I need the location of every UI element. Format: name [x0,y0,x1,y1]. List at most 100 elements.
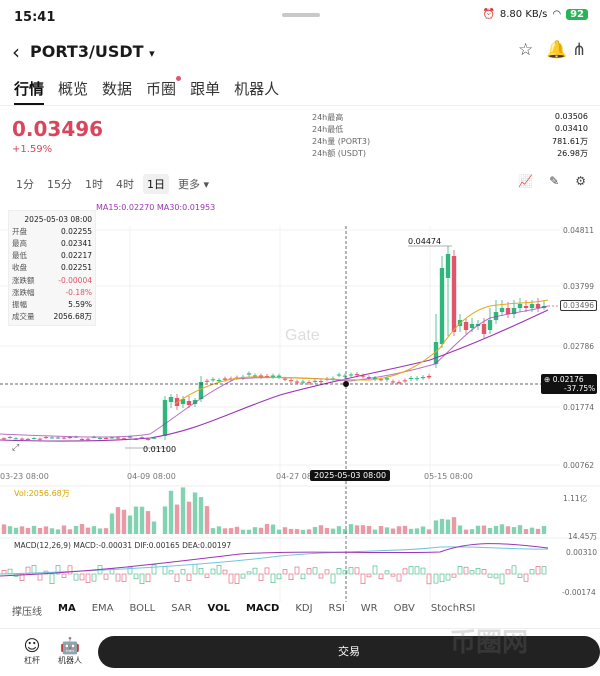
ohlc-label: 开盘 [12,226,27,237]
candle-body [313,381,317,382]
network-speed: 8.80 KB/s [500,9,547,20]
ohlc-row: 成交量 2056.68万 [12,311,92,323]
candle-body [427,376,431,377]
chevron-down-icon: ▾ [149,47,155,60]
volume-bar [92,526,96,534]
candle-body [343,376,347,377]
interval-tabs: 1分 15分 1时 4时 1日 更多 ▾ [12,174,213,194]
ohlc-row: 开盘 0.02255 [12,225,92,237]
ind-support[interactable]: 撑压线 [12,603,42,618]
notification-dot [176,76,181,81]
macd-bar [92,574,96,581]
macd-bar [506,570,510,574]
x-tick: 05-15 08:00 [424,472,473,481]
tab-copytrade[interactable]: 跟单 [190,78,220,99]
wifi-icon: ◠ [552,9,561,20]
volume-bar [518,525,522,534]
volume-bar [193,492,197,534]
stat-value: 781.61万 [552,136,588,148]
drag-handle[interactable] [282,13,320,17]
stat-value: 0.03410 [555,124,588,136]
tab-bot[interactable]: 机器人 [234,78,279,99]
interval-1h[interactable]: 1时 [81,174,107,194]
indicator-icon[interactable]: 📈 [518,174,533,188]
macd-bar [104,574,108,579]
ind-macd[interactable]: MACD [246,603,279,618]
volume-bar [265,524,269,534]
interval-more[interactable]: 更多 ▾ [174,174,213,194]
interval-15m[interactable]: 15分 [43,174,76,194]
ind-kdj[interactable]: KDJ [295,603,312,618]
volume-legend: Vol:2056.68万 [14,488,70,499]
volume-bar [134,507,138,534]
ind-ma[interactable]: MA [58,603,76,618]
star-icon[interactable]: ☆ [518,40,533,60]
interval-1d[interactable]: 1日 [143,174,169,194]
candle-body [20,439,24,440]
status-bar: 15:41 ⏰ 8.80 KB/s ◠ 92 [0,0,600,34]
macd-bar [518,574,522,578]
settings-icon[interactable]: ⚙ [575,174,586,188]
alarm-icon: ⏰ [482,9,494,20]
robot-button[interactable]: 🤖 机器人 [52,636,88,666]
interval-1m[interactable]: 1分 [12,174,38,194]
tab-data[interactable]: 数据 [102,78,132,99]
volume-bar [343,529,347,534]
macd-bar [86,574,90,582]
volume-bar [295,529,299,534]
ind-sar[interactable]: SAR [171,603,191,618]
stats-panel: 24h最高 0.03506 24h最低 0.03410 24h量 (PORT3) 78… [312,112,588,160]
volume-bar [241,530,245,534]
candle-body [86,439,90,440]
stat-row: 24h最低 0.03410 [312,124,588,136]
candle-body [385,378,389,379]
ind-rsi[interactable]: RSI [329,603,345,618]
macd-bar [403,569,407,574]
macd-bar [68,566,72,574]
current-price-tag: 0.03496 [560,300,597,311]
macd-bar [379,574,383,579]
candle-body [271,376,275,377]
price-change: +1.59% [12,144,52,155]
stat-row: 24h量 (PORT3) 781.61万 [312,136,588,148]
y-tick: 0.04811 [563,226,594,235]
ind-vol[interactable]: VOL [208,603,230,618]
ind-ema[interactable]: EMA [92,603,114,618]
ohlc-row: 振幅 5.59% [12,298,92,310]
macd-bar [211,569,215,574]
leverage-button[interactable]: ☺ 杠杆 [14,636,50,666]
candle-body [56,437,60,438]
macd-bar [391,574,395,576]
back-icon[interactable]: ‹ [12,40,20,64]
tab-market[interactable]: 行情 [14,78,44,99]
tab-community[interactable]: 币圈 [146,78,176,99]
volume-bar [50,528,54,534]
expand-icon: ⤢ [11,443,19,453]
ohlc-label: 涨跌额 [12,275,35,286]
ind-stochrsi[interactable]: StochRSI [431,603,475,618]
macd-bar [494,574,498,578]
volume-bar [427,529,431,534]
interval-4h[interactable]: 4时 [112,174,138,194]
draw-icon[interactable]: ✎ [549,174,559,188]
candle-body [301,382,305,383]
candle-body [295,382,299,383]
alert-bell-icon[interactable]: 🔔 [546,40,567,60]
ohlc-row: 收盘 0.02251 [12,262,92,274]
ind-obv[interactable]: OBV [394,603,415,618]
pair-selector[interactable]: PORT3/USDT ▾ [30,42,155,61]
ind-boll[interactable]: BOLL [130,603,156,618]
x-tick: 04-09 08:00 [127,472,176,481]
share-icon[interactable]: ⋔ [572,40,586,60]
macd-bar [319,574,323,578]
tab-overview[interactable]: 概览 [58,78,88,99]
ohlc-label: 振幅 [12,299,27,310]
plus-icon[interactable]: ⊕ [544,375,550,384]
volume-bar [488,528,492,534]
volume-bar [367,526,371,534]
ohlc-tooltip: 2025-05-03 08:00 开盘 0.02255 最高 0.02341 最低 0… [8,210,96,326]
ind-wr[interactable]: WR [361,603,378,618]
volume-bar [289,529,293,534]
macd-bar [259,574,263,581]
macd-bar [283,570,287,574]
